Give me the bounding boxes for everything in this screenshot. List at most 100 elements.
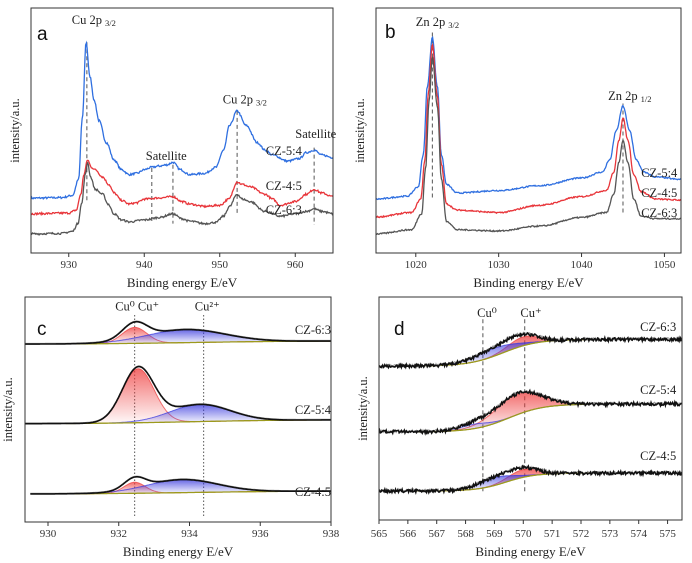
series-label: CZ-4:5 <box>295 485 331 499</box>
x-axis-label: Binding energy E/eV <box>475 544 586 559</box>
annotation-text: Cu 2p <box>72 13 102 27</box>
annotation-text: Cu²⁺ <box>195 300 220 314</box>
x-tick-label: 938 <box>323 528 340 540</box>
panel-c: CZ-6:3 CZ-5:4 CZ-4:5 Cu⁰ Cu⁺ Cu²⁺ 930 932 934 93… <box>1 296 340 559</box>
panel-letter: d <box>394 319 405 340</box>
series-label: CZ-4:5 <box>641 186 677 200</box>
plot-area <box>376 32 681 236</box>
panel-a: CZ-5:4CZ-4:5CZ-6:3Cu 2p 3/2Cu 2p 3/2Satell… <box>8 7 337 290</box>
annotation-text: Zn 2p <box>608 89 638 103</box>
series-label: CZ-6:3 <box>641 206 677 220</box>
x-tick-label: 1040 <box>571 259 594 271</box>
peak-annotation: Satellite <box>295 127 336 141</box>
x-tick-label: 573 <box>602 528 619 540</box>
x-tick-label: 960 <box>287 259 304 271</box>
panel-d: CZ-6:3 CZ-5:4 CZ-4:5 Cu⁰ Cu⁺ 565 566 567 568 569 5… <box>356 296 683 559</box>
x-tick-label: 568 <box>457 528 474 540</box>
component-fill-Cu0/Cu+ <box>65 368 331 424</box>
x-axis-label: Binding energy E/eV <box>123 544 234 559</box>
envelope-line <box>30 476 331 495</box>
plot-frame <box>375 7 682 254</box>
x-axis-label: Binding energy E/eV <box>127 275 238 290</box>
envelope-line <box>379 331 682 370</box>
component-fill-Cu2+ <box>65 404 331 424</box>
component-fill-Cu0 <box>416 473 590 491</box>
annotation-subscript: 1/2 <box>641 94 652 104</box>
y-axis-label: intensity/a.u. <box>353 98 367 163</box>
annotation-subscript: 3/2 <box>105 18 116 28</box>
annotation-text: Satellite <box>146 149 187 163</box>
x-tick-label: 572 <box>573 528 590 540</box>
x-tick-label: 566 <box>400 528 417 540</box>
plot-area <box>31 40 333 236</box>
plot-frame <box>378 296 683 521</box>
x-tick-label: 1030 <box>488 259 511 271</box>
annotation-text: Cu⁰ Cu⁺ <box>115 300 159 314</box>
y-axis-label: intensity/a.u. <box>8 98 22 163</box>
x-axis-label: Binding energy E/eV <box>473 275 584 290</box>
series-label: CZ-5:4 <box>641 166 678 180</box>
x-tick-label: 930 <box>40 528 57 540</box>
envelope-line <box>25 320 331 345</box>
x-tick-label: 569 <box>486 528 503 540</box>
series-label: CZ-6:3 <box>295 323 331 337</box>
peak-annotation: Satellite <box>146 149 187 163</box>
series-line-CZ-4:5 <box>376 42 681 219</box>
peak-annotation: Cu 2p 3/2 <box>72 13 116 28</box>
series-line-CZ-5:4 <box>376 35 681 201</box>
plot-frame <box>24 296 332 523</box>
plot-frame <box>30 7 334 254</box>
peak-annotation: Cu⁰ Cu⁺ <box>115 300 159 314</box>
annotation-text: Zn 2p <box>416 15 446 29</box>
x-tick-label: 934 <box>181 528 198 540</box>
panel-letter: b <box>385 22 396 43</box>
peak-annotation: Cu⁺ <box>520 306 541 320</box>
series-label: CZ-6:3 <box>640 320 676 334</box>
x-tick-label: 936 <box>252 528 269 540</box>
series-label: CZ-5:4 <box>295 403 332 417</box>
y-axis-label: intensity/a.u. <box>1 377 15 442</box>
component-fill-Cu+ <box>416 392 590 432</box>
series-label: CZ-4:5 <box>266 179 302 193</box>
x-tick-label: 930 <box>61 259 78 271</box>
series-label: CZ-5:4 <box>640 383 677 397</box>
annotation-subscript: 3/2 <box>256 98 267 108</box>
annotation-text: Cu⁺ <box>520 306 541 320</box>
peak-annotation: Cu²⁺ <box>195 300 220 314</box>
series-line-CZ-5:4 <box>31 40 333 201</box>
x-tick-label: 567 <box>428 528 445 540</box>
peak-annotation: Zn 2p 3/2 <box>416 15 459 30</box>
x-tick-label: 950 <box>212 259 229 271</box>
x-tick-label: 1020 <box>405 259 428 271</box>
x-tick-label: 575 <box>659 528 676 540</box>
x-tick-label: 570 <box>515 528 532 540</box>
x-tick-label: 574 <box>630 528 647 540</box>
series-label: CZ-4:5 <box>640 449 676 463</box>
component-fill-Cu2+ <box>66 479 331 494</box>
plot-area <box>25 315 331 518</box>
plot-area <box>379 319 682 496</box>
annotation-text: Cu 2p <box>223 93 253 107</box>
series-label: CZ-6:3 <box>266 203 302 217</box>
annotation-text: Satellite <box>295 127 336 141</box>
envelope-line <box>379 388 682 436</box>
series-line-CZ-4:5 <box>31 159 333 217</box>
series-line-CZ-6:3 <box>31 161 333 236</box>
peak-annotation: Cu⁰ <box>477 306 497 320</box>
x-tick-label: 940 <box>136 259 153 271</box>
x-tick-label: 1050 <box>653 259 676 271</box>
peak-annotation: Zn 2p 1/2 <box>608 89 651 104</box>
x-tick-label: 932 <box>110 528 127 540</box>
x-tick-label: 565 <box>371 528 388 540</box>
envelope-line <box>379 464 682 496</box>
peak-annotation: Cu 2p 3/2 <box>223 93 267 108</box>
panel-letter: c <box>37 319 47 340</box>
panel-letter: a <box>37 24 48 45</box>
envelope-line <box>25 365 331 425</box>
series-label: CZ-5:4 <box>266 144 303 158</box>
annotation-text: Cu⁰ <box>477 306 497 320</box>
series-line-CZ-6:3 <box>376 56 681 236</box>
